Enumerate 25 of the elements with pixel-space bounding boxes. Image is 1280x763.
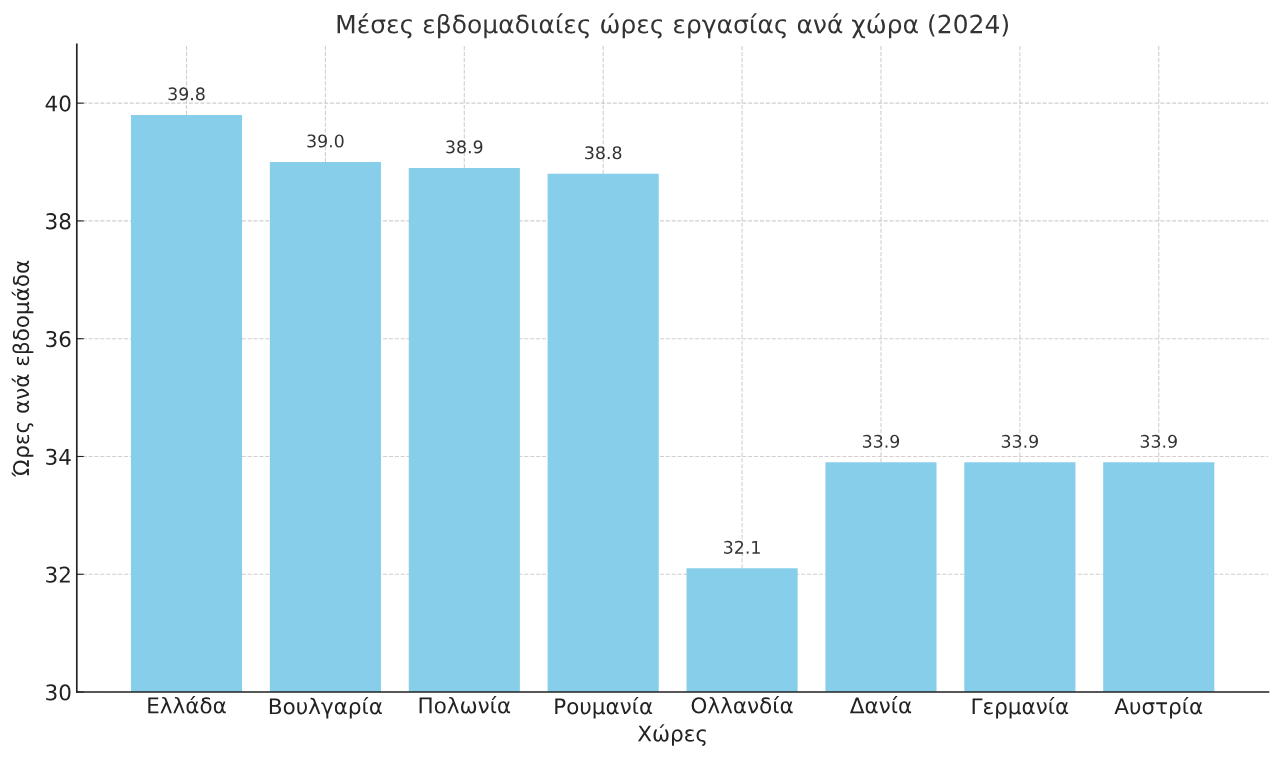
y-tick-label: 36 xyxy=(46,330,71,348)
data-label: 38.9 xyxy=(446,140,483,154)
data-label: 39.8 xyxy=(168,87,205,101)
x-tick-label: Ολλανδία xyxy=(691,696,793,714)
x-axis-title: Χώρες xyxy=(637,724,706,746)
y-tick-label: 38 xyxy=(46,213,71,230)
data-label: 33.9 xyxy=(862,434,900,448)
x-tick-label: Πολωνία xyxy=(419,696,511,714)
x-tick-label: Ελλάδα xyxy=(148,696,226,714)
data-label: 38.8 xyxy=(585,146,622,160)
y-tick-label: 40 xyxy=(45,95,71,112)
y-axis-title: Ώρες ανά εβδομάδα xyxy=(11,260,34,477)
chart-title: Μέσες εβδομαδιαίες ώρες εργασίας ανά χώρα (2024) xyxy=(337,13,1008,39)
y-tick-label: 32 xyxy=(46,566,70,583)
x-tick-label: Ρουμανία xyxy=(555,696,653,719)
x-tick-label: Αυστρία xyxy=(1114,696,1203,719)
x-tick-label: Γερμανία xyxy=(972,696,1069,719)
x-tick-label: Δανία xyxy=(849,696,912,714)
y-tick-label: 30 xyxy=(46,684,71,701)
data-label: 39.0 xyxy=(307,134,344,148)
data-label: 33.9 xyxy=(1140,434,1177,448)
x-tick-label: Βουλγαρία xyxy=(269,696,382,719)
y-tick-label: 34 xyxy=(46,448,71,465)
data-label: 32.1 xyxy=(724,540,760,554)
data-label: 33.9 xyxy=(1001,434,1038,448)
